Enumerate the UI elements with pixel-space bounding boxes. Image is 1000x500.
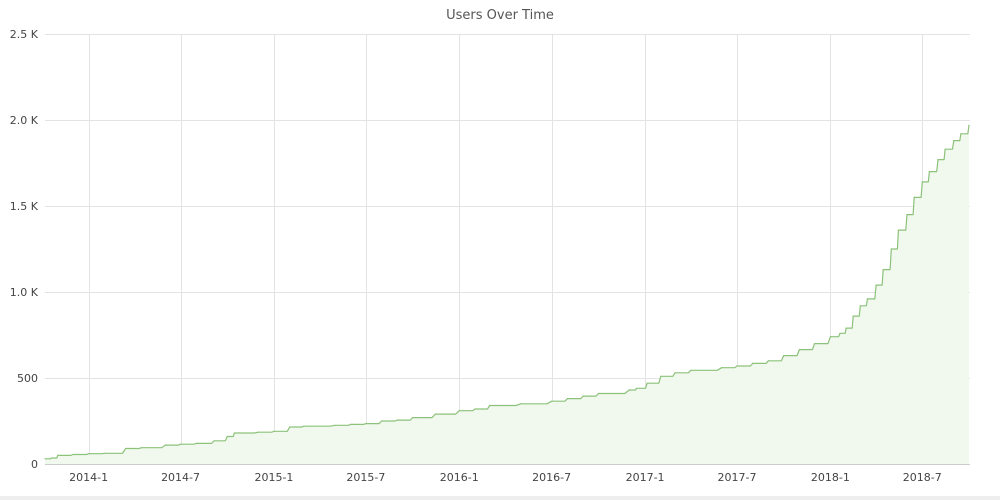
x-axis-ticks: 2014-1 2014-7 2015-1 2015-7 2016-1 2016-7 2017… (69, 471, 942, 484)
data-point (72, 453, 74, 456)
data-point (44, 458, 46, 460)
data-point (273, 430, 275, 432)
data-point (690, 369, 692, 371)
y-tick-label: 2.5 K (10, 28, 39, 41)
y-tick-label: 500 (17, 372, 38, 385)
data-point (57, 454, 59, 456)
data-point (289, 426, 291, 428)
data-point (628, 389, 630, 391)
data-point (882, 269, 884, 271)
data-point (890, 248, 892, 250)
data-point (350, 423, 352, 425)
data-point (839, 332, 841, 334)
data-point (829, 336, 832, 338)
data-point (51, 457, 53, 459)
data-point (783, 355, 785, 357)
chart-title: Users Over Time (446, 8, 554, 23)
y-tick-label: 2.0 K (10, 114, 39, 127)
data-point (551, 400, 553, 402)
data-point (767, 360, 770, 362)
data-point (103, 452, 105, 454)
data-point (635, 387, 638, 389)
x-tick-label: 2016-1 (440, 471, 479, 484)
data-point (660, 375, 662, 377)
data-point (125, 447, 127, 450)
data-point (566, 398, 569, 400)
x-tick-label: 2015-1 (254, 471, 293, 484)
y-tick-label: 0 (31, 458, 38, 471)
y-tick-label: 1.5 K (10, 200, 39, 213)
data-point (798, 349, 801, 351)
data-point (875, 284, 877, 286)
x-tick-label: 2017-7 (717, 471, 756, 484)
data-point (736, 365, 738, 367)
x-tick-label: 2014-7 (161, 471, 200, 484)
data-point (906, 214, 908, 216)
x-tick-label: 2017-1 (626, 471, 665, 484)
data-point (365, 423, 367, 425)
data-point (334, 424, 336, 426)
plot-area (44, 124, 970, 464)
data-point (897, 229, 900, 231)
data-point (646, 382, 648, 384)
data-point (520, 403, 522, 405)
data-point (213, 440, 215, 442)
data-point (928, 171, 931, 173)
data-point (140, 447, 143, 449)
data-point (968, 124, 970, 126)
data-point (721, 367, 723, 369)
data-point (233, 432, 235, 434)
data-point (852, 315, 854, 317)
data-point (88, 453, 90, 455)
data-point (489, 404, 491, 407)
data-point (944, 148, 946, 150)
data-point (164, 444, 166, 446)
data-point (953, 140, 955, 142)
data-point (474, 408, 476, 410)
data-point (814, 343, 816, 345)
x-tick-label: 2018-1 (811, 471, 850, 484)
data-point (859, 305, 861, 307)
x-tick-label: 2018-7 (903, 471, 942, 484)
data-point (226, 435, 228, 438)
data-point (960, 133, 962, 135)
data-point (434, 413, 436, 415)
x-tick-label: 2016-7 (532, 471, 571, 484)
data-point (180, 443, 182, 445)
data-point (866, 298, 869, 300)
y-axis-ticks: 0 500 1.0 K 1.5 K 2.0 K 2.5 K (10, 28, 39, 471)
scroll-bar-track (0, 496, 1000, 500)
x-tick-label: 2015-7 (346, 471, 385, 484)
data-point (412, 417, 414, 419)
data-point (752, 362, 754, 364)
data-point (396, 419, 398, 421)
data-point (257, 431, 259, 433)
series-area-fill (45, 125, 969, 464)
data-point (582, 395, 584, 397)
data-point (195, 442, 197, 444)
data-point (674, 372, 676, 374)
data-point (921, 181, 923, 183)
data-point (303, 425, 305, 427)
data-point (381, 420, 383, 422)
data-point (597, 392, 600, 395)
data-point (913, 196, 915, 198)
x-tick-label: 2014-1 (69, 471, 108, 484)
data-point (458, 410, 460, 412)
data-point (845, 327, 847, 329)
data-point (937, 159, 939, 161)
y-tick-label: 1.0 K (10, 286, 39, 299)
